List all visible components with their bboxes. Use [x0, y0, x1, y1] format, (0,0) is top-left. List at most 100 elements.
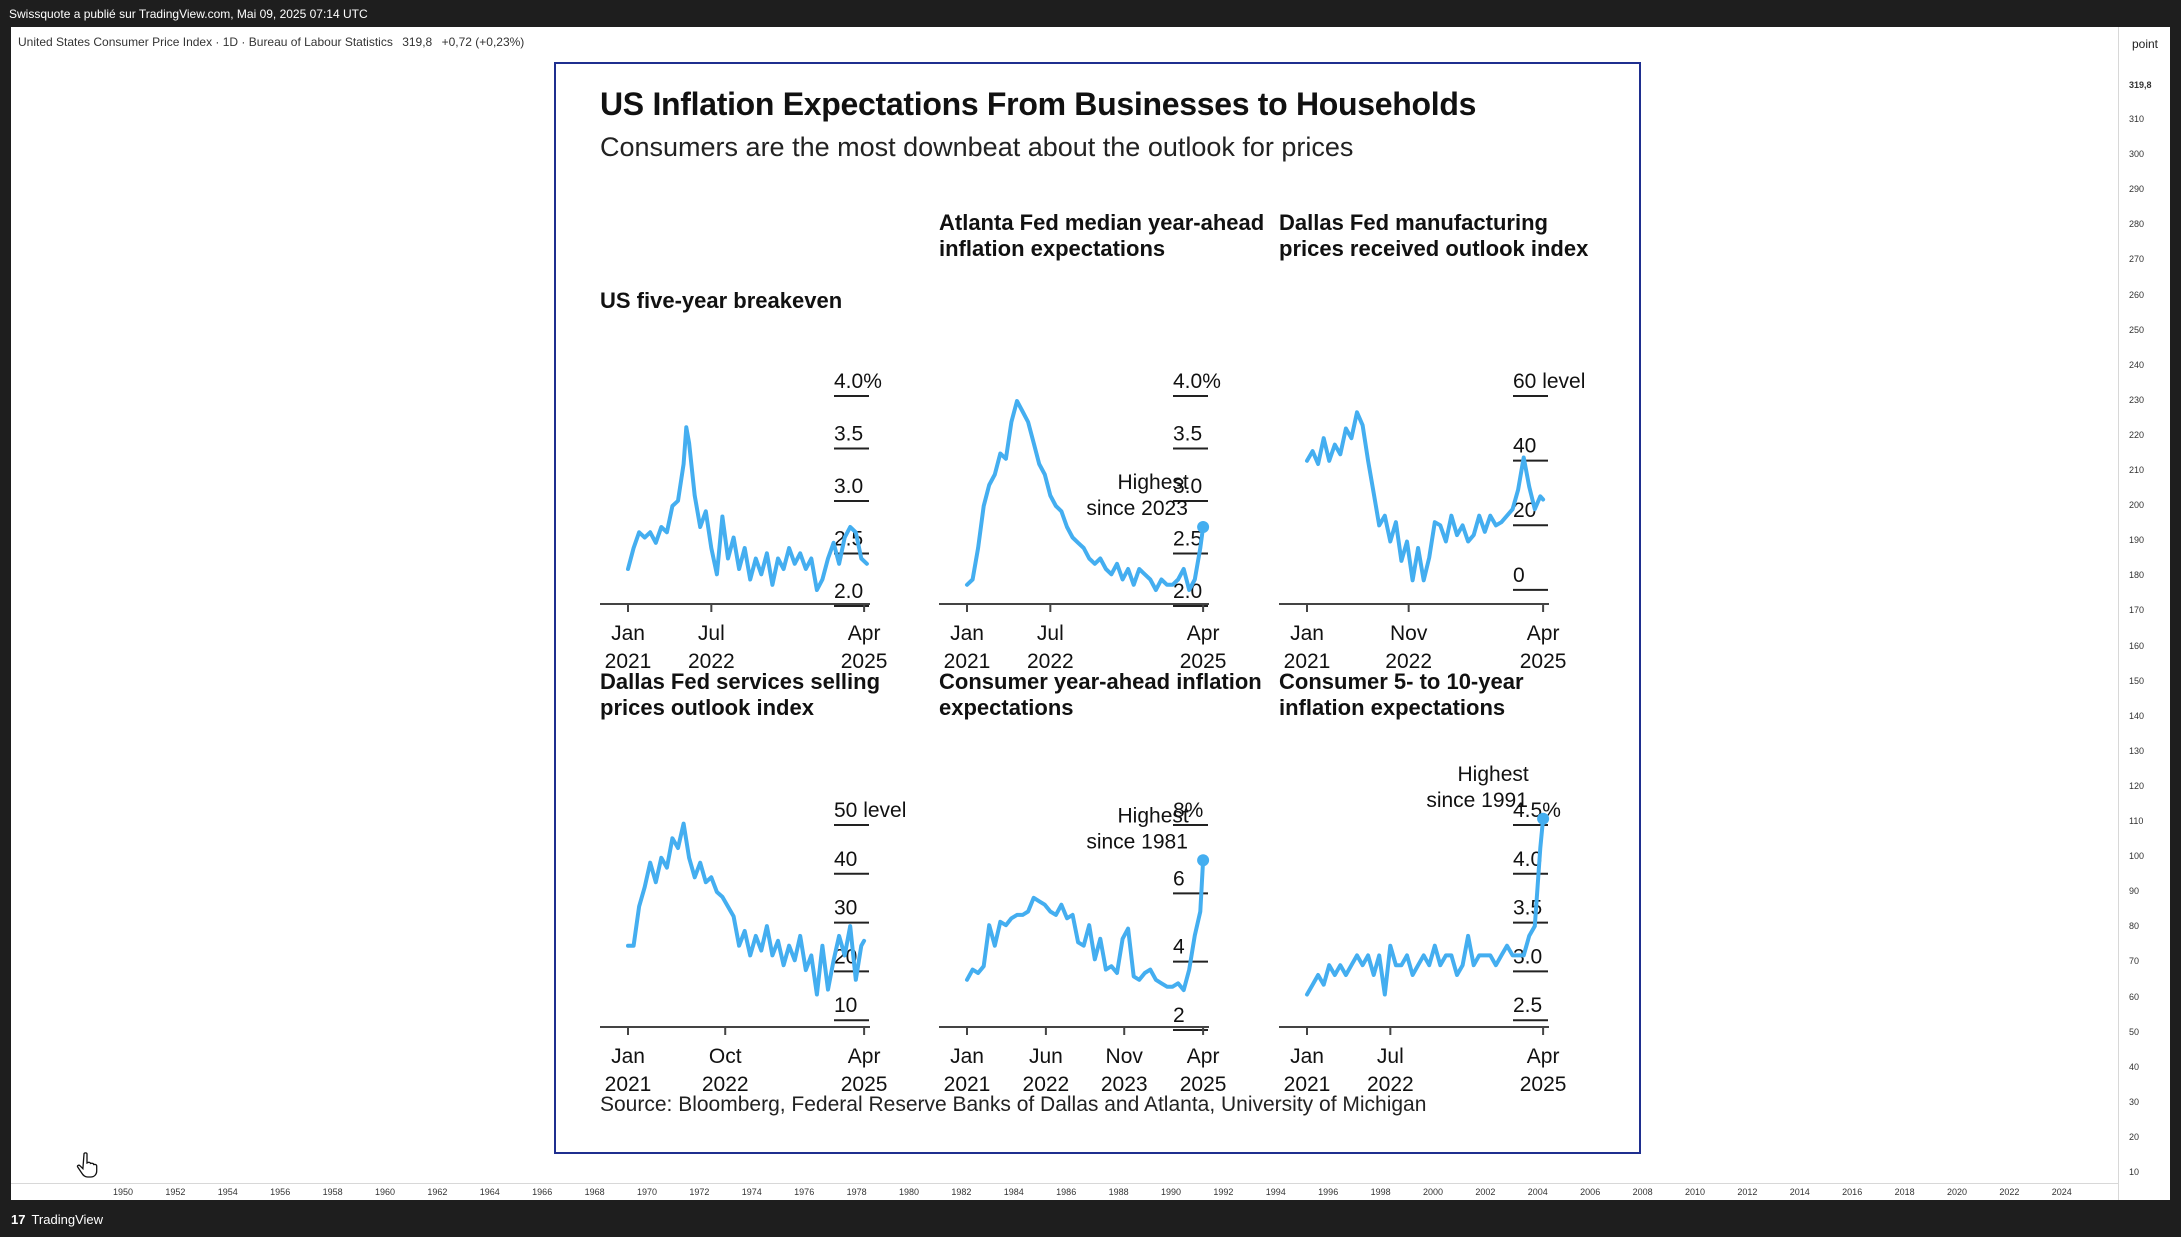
- time-axis-label: 1992: [1213, 1187, 1234, 1197]
- price-axis-label: 210: [2129, 465, 2145, 475]
- series-line: [1305, 816, 1546, 997]
- y-tick-label: 8%: [1173, 799, 1203, 822]
- time-axis-label: 1980: [898, 1187, 920, 1197]
- price-axis-label: 230: [2129, 394, 2145, 405]
- embed-title: US Inflation Expectations From Businesse…: [600, 86, 1477, 122]
- y-tick-label: 4.0%: [1173, 370, 1221, 393]
- y-tick-label: 4.0%: [834, 370, 882, 393]
- price-axis-label: 40: [2129, 1061, 2140, 1072]
- x-tick-label: 2021: [1284, 650, 1331, 673]
- y-tick-label: 10: [834, 994, 857, 1017]
- time-axis-label: 2014: [1789, 1187, 1810, 1197]
- time-axis-label: 2010: [1684, 1187, 1706, 1197]
- panel-plot: 8% 6 4 2 Jan 2021 Jun 2022 Nov 2023 Apr 2025 Highest…: [939, 799, 1227, 1096]
- instrument-change: +0,72 (+0,23%): [441, 35, 525, 49]
- x-tick-label: Jul: [698, 622, 725, 645]
- y-tick-label: 4.5%: [1513, 799, 1561, 822]
- highlight-point: [1197, 854, 1210, 867]
- price-axis-label: 50: [2129, 1026, 2140, 1037]
- panel-plot: 4.0% 3.5 3.0 2.5 2.0 Jan 2021 Jul 2022 Apr 2025 Hig…: [939, 370, 1227, 673]
- time-axis-label: 1986: [1056, 1187, 1077, 1197]
- panel-title: Consumer 5- to 10-year inflation expecta…: [1279, 669, 1524, 720]
- price-axis-label: 250: [2129, 324, 2145, 335]
- price-axis-label: 240: [2129, 359, 2145, 370]
- time-axis-label: 1990: [1160, 1187, 1182, 1197]
- x-tick-label: Jan: [950, 622, 984, 645]
- series-line: [1305, 410, 1546, 583]
- x-tick-label: 2025: [1180, 650, 1227, 673]
- x-tick-label: 2021: [1284, 1073, 1331, 1096]
- price-axis-label: 100: [2129, 851, 2145, 862]
- instrument-last: 319,8: [402, 35, 433, 49]
- y-tick-label: 6: [1173, 867, 1185, 890]
- x-tick-label: 2023: [1101, 1073, 1148, 1096]
- panel-title: Atlanta Fed median year-ahead inflation …: [939, 210, 1265, 261]
- tradingview-brand: TradingView: [31, 1212, 104, 1227]
- y-tick-label: 4: [1173, 936, 1185, 959]
- x-tick-label: 2025: [1520, 1073, 1567, 1096]
- y-tick-label: 3.0: [1513, 945, 1542, 968]
- x-tick-label: Nov: [1106, 1045, 1144, 1068]
- y-tick-label: 60 level: [1513, 370, 1585, 393]
- price-axis-label: 150: [2129, 675, 2145, 686]
- series-line: [626, 425, 869, 592]
- time-axis-label: 2022: [1999, 1187, 2020, 1197]
- tradingview-logo[interactable]: 17 TradingView: [11, 1212, 103, 1227]
- y-tick-label: 20: [1513, 499, 1536, 522]
- panel-consumer-year-ahead: Consumer year-ahead inflation expectatio…: [939, 669, 1269, 1096]
- panel-dallas-fed-manufacturing: Dallas Fed manufacturing prices received…: [1279, 210, 1609, 673]
- annotation-label: since 1981: [1086, 830, 1188, 853]
- annotation-label: Highest: [1118, 471, 1189, 494]
- x-tick-label: 2025: [1180, 1073, 1227, 1096]
- price-axis-unit[interactable]: point: [2131, 37, 2159, 51]
- price-axis-label: 310: [2129, 114, 2145, 124]
- time-axis-label: 2002: [1475, 1187, 1496, 1197]
- price-axis-label: 10: [2129, 1167, 2140, 1177]
- price-axis-label: 190: [2129, 535, 2145, 546]
- time-axis-label: 1966: [532, 1187, 553, 1197]
- x-tick-label: 2025: [841, 1073, 888, 1096]
- time-axis-label: 1998: [1370, 1187, 1391, 1197]
- time-axis-label: 2012: [1737, 1187, 1758, 1197]
- x-tick-label: Jan: [611, 1045, 645, 1068]
- price-axis-label: 170: [2129, 605, 2145, 616]
- y-tick-label: 2.0: [834, 580, 863, 603]
- time-axis-label: 2004: [1527, 1187, 1548, 1197]
- x-tick-label: 2022: [1385, 650, 1432, 673]
- time-axis-label: 2024: [2051, 1187, 2072, 1197]
- price-axis-current: 319,8: [2129, 80, 2152, 90]
- x-tick-label: Jul: [1037, 622, 1064, 645]
- x-tick-label: Nov: [1390, 622, 1428, 645]
- highlight-point: [1197, 521, 1210, 533]
- panel-plot: 60 level 40 20 0 Jan 2021 Nov 2022 Apr 2025: [1279, 370, 1585, 673]
- panel-title: Dallas Fed services selling prices outlo…: [600, 669, 881, 720]
- x-tick-label: 2021: [605, 650, 652, 673]
- time-axis-label: 1972: [689, 1187, 710, 1197]
- embed-subtitle: Consumers are the most downbeat about th…: [600, 132, 1354, 162]
- price-axis-label: 90: [2129, 886, 2140, 897]
- x-tick-label: 2022: [1027, 650, 1074, 673]
- time-axis-label: 2016: [1842, 1187, 1863, 1197]
- time-axis-label: 2020: [1946, 1187, 1968, 1197]
- time-axis-label: 1964: [479, 1187, 500, 1197]
- y-tick-label: 3.5: [834, 423, 863, 446]
- time-axis[interactable]: 1950 1952 1954 1956 1958 1960 1962 1964 1966 1968…: [11, 1183, 2118, 1201]
- annotation-label: Highest: [1458, 763, 1529, 786]
- series-line: [626, 821, 867, 997]
- time-axis-label: 1956: [270, 1187, 291, 1197]
- time-axis-label: 1958: [322, 1187, 343, 1197]
- tradingview-logo-mark: 17: [11, 1212, 26, 1227]
- price-axis-label: 280: [2129, 219, 2145, 230]
- price-axis-label: 200: [2129, 500, 2145, 511]
- time-axis-label: 1960: [374, 1187, 396, 1197]
- panel-title: Dallas Fed manufacturing prices received…: [1279, 210, 1589, 261]
- time-axis-label: 1954: [217, 1187, 238, 1197]
- y-tick-label: 50 level: [834, 799, 906, 822]
- panel-plot: 4.5%4.03.53.02.5Jan2021Jul2022Apr2025Hig…: [1279, 763, 1567, 1096]
- price-axis-label: 160: [2129, 640, 2145, 651]
- time-axis-label: 1996: [1318, 1187, 1339, 1197]
- time-axis-label: 1962: [427, 1187, 448, 1197]
- annotation-label: Highest: [1118, 804, 1189, 827]
- price-axis[interactable]: point 319,8 310 300 290 280 270 260 250 240 230 2…: [2118, 27, 2171, 1200]
- time-axis-label: 1994: [1265, 1187, 1286, 1197]
